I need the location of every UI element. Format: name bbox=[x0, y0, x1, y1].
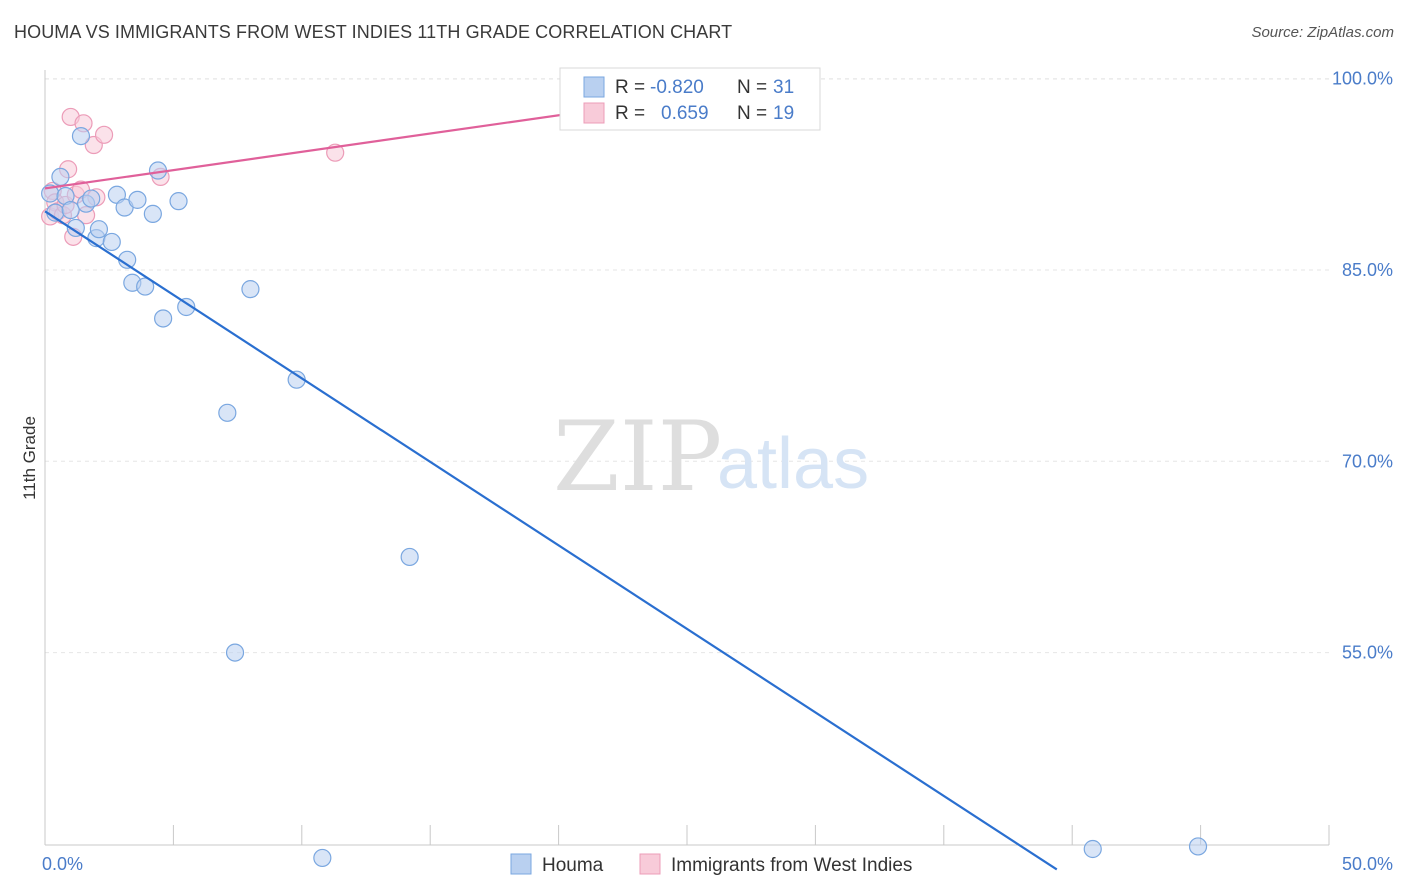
chart-title: HOUMA VS IMMIGRANTS FROM WEST INDIES 11T… bbox=[14, 22, 733, 42]
point-houma-4 bbox=[61, 200, 80, 220]
x-tick-labels: 0.0% 50.0% bbox=[42, 854, 1393, 874]
point-houma-29 bbox=[1083, 839, 1102, 859]
y-tick-label-3: 55.0% bbox=[1342, 643, 1393, 663]
point-houma-24 bbox=[225, 643, 245, 662]
bottom-legend-label-houma: Houma bbox=[542, 855, 604, 876]
bottom-legend-label-west-indies: Immigrants from West Indies bbox=[671, 855, 912, 876]
point-houma-2 bbox=[51, 167, 70, 187]
y-tick-label-0: 100.0% bbox=[1332, 69, 1393, 89]
grid-lines bbox=[45, 78, 1329, 654]
source-credit: Source: ZipAtlas.com bbox=[1251, 24, 1394, 41]
data-points bbox=[41, 72, 1208, 868]
legend-r-value-2: 0.659 bbox=[661, 103, 709, 124]
point-houma-25 bbox=[241, 280, 260, 299]
legend-n-value-1: 31 bbox=[773, 77, 794, 98]
point-houma-8 bbox=[82, 189, 101, 208]
trend-line-houma bbox=[44, 210, 1058, 871]
y-tick-label-1: 85.0% bbox=[1342, 260, 1393, 280]
y-axis-label: 11th Grade bbox=[20, 416, 39, 500]
legend-r-label-1: R = bbox=[615, 77, 650, 98]
legend-swatch-west-indies bbox=[583, 102, 605, 124]
point-houma-20 bbox=[154, 309, 173, 328]
point-houma-28 bbox=[400, 547, 419, 567]
watermark-zip: ZIP bbox=[553, 401, 722, 513]
point-houma-11 bbox=[102, 232, 121, 252]
y-tick-label-2: 70.0% bbox=[1342, 451, 1393, 471]
trend-lines bbox=[44, 77, 1058, 871]
legend-r-label-2: R = bbox=[615, 103, 650, 124]
legend-n-label-1: N = bbox=[737, 77, 772, 98]
point-houma-16 bbox=[128, 190, 147, 209]
point-houma-5 bbox=[66, 218, 85, 238]
legend-r-value-1: -0.820 bbox=[650, 77, 704, 98]
point-houma-17 bbox=[136, 277, 155, 296]
bottom-legend-swatch-houma bbox=[510, 853, 532, 875]
point-houma-6 bbox=[71, 126, 91, 146]
watermark: ZIP atlas bbox=[553, 401, 869, 513]
legend-n-value-2: 19 bbox=[773, 103, 794, 124]
point-houma-27 bbox=[313, 848, 332, 868]
x-tick-label-0: 0.0% bbox=[42, 854, 83, 874]
x-tick-label-1: 50.0% bbox=[1342, 854, 1393, 874]
point-houma-23 bbox=[218, 403, 237, 422]
y-tick-labels: 100.0% 85.0% 70.0% 55.0% bbox=[1332, 69, 1393, 663]
watermark-atlas: atlas bbox=[717, 424, 869, 504]
series-legend: Houma Immigrants from West Indies bbox=[510, 853, 912, 876]
correlation-legend: R = -0.820 N = 31 R = 0.659 N = 19 bbox=[559, 67, 821, 131]
legend-n-label-2: N = bbox=[737, 103, 772, 124]
point-houma-30 bbox=[1188, 837, 1208, 856]
legend-swatch-houma bbox=[583, 76, 605, 98]
point-houma-10 bbox=[89, 220, 109, 239]
bottom-legend-swatch-west-indies bbox=[639, 853, 661, 875]
point-west-indies-15 bbox=[94, 125, 114, 144]
point-houma-18 bbox=[143, 204, 162, 223]
point-houma-21 bbox=[169, 192, 188, 211]
point-houma-22 bbox=[177, 297, 196, 317]
